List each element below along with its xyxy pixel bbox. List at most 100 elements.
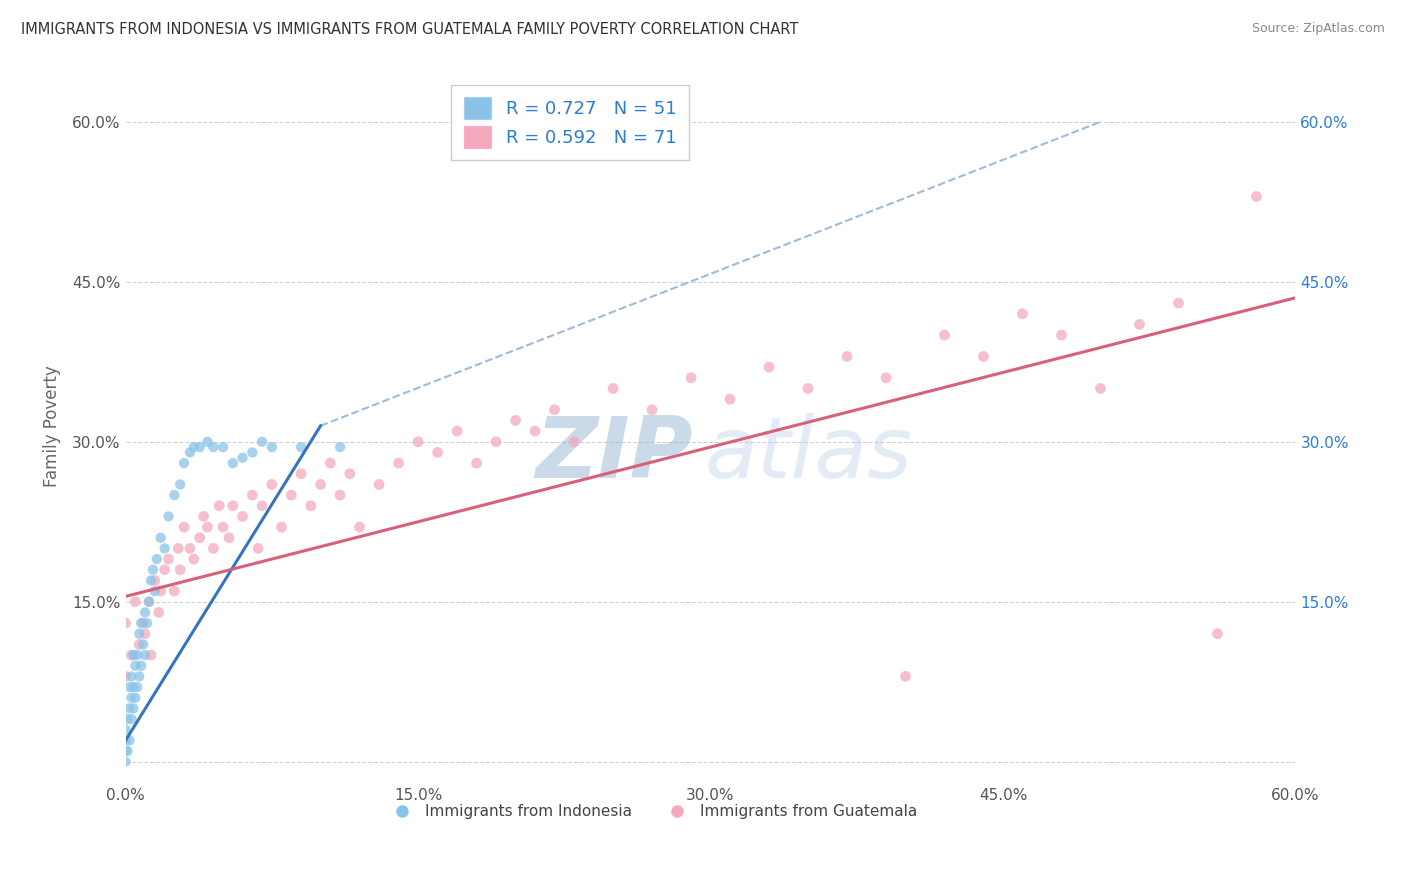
Point xyxy=(835,350,858,364)
Point xyxy=(120,648,142,662)
Point xyxy=(602,381,624,395)
Point xyxy=(524,424,547,438)
Point xyxy=(329,488,352,502)
Point xyxy=(543,402,565,417)
Point xyxy=(134,648,156,662)
Point xyxy=(894,669,917,683)
Point xyxy=(183,552,205,566)
Point xyxy=(122,701,145,715)
Point xyxy=(114,733,136,747)
Point xyxy=(163,584,186,599)
Point xyxy=(208,499,231,513)
Point xyxy=(134,606,156,620)
Point xyxy=(197,434,219,449)
Point xyxy=(193,509,215,524)
Point xyxy=(124,658,146,673)
Point xyxy=(202,541,225,556)
Text: Source: ZipAtlas.com: Source: ZipAtlas.com xyxy=(1251,22,1385,36)
Point xyxy=(1167,296,1189,310)
Point xyxy=(146,552,169,566)
Point xyxy=(169,477,191,491)
Point xyxy=(128,626,150,640)
Point xyxy=(114,616,136,631)
Point xyxy=(118,701,141,715)
Point xyxy=(118,680,141,694)
Point xyxy=(124,690,146,705)
Point xyxy=(143,574,166,588)
Point xyxy=(250,434,273,449)
Point xyxy=(240,445,263,459)
Point xyxy=(309,477,332,491)
Point xyxy=(280,488,302,502)
Point xyxy=(368,477,391,491)
Point xyxy=(232,509,254,524)
Point xyxy=(465,456,488,470)
Point xyxy=(117,744,139,758)
Point xyxy=(222,456,245,470)
Point xyxy=(128,637,150,651)
Point xyxy=(143,584,166,599)
Point xyxy=(132,637,155,651)
Point xyxy=(222,499,245,513)
Point xyxy=(290,440,312,454)
Point xyxy=(250,499,273,513)
Point xyxy=(1246,189,1268,203)
Point xyxy=(212,440,235,454)
Text: IMMIGRANTS FROM INDONESIA VS IMMIGRANTS FROM GUATEMALA FAMILY POVERTY CORRELATIO: IMMIGRANTS FROM INDONESIA VS IMMIGRANTS … xyxy=(21,22,799,37)
Point xyxy=(167,541,190,556)
Point xyxy=(114,755,136,769)
Point xyxy=(1090,381,1112,395)
Point xyxy=(148,606,170,620)
Point xyxy=(129,658,152,673)
Text: ZIP: ZIP xyxy=(536,413,693,496)
Point xyxy=(179,541,201,556)
Point xyxy=(169,563,191,577)
Point xyxy=(179,445,201,459)
Point xyxy=(127,680,149,694)
Point xyxy=(875,371,897,385)
Point xyxy=(142,563,165,577)
Point xyxy=(149,584,172,599)
Point xyxy=(972,350,994,364)
Point xyxy=(132,616,155,631)
Text: atlas: atlas xyxy=(704,413,912,496)
Point xyxy=(188,440,211,454)
Point xyxy=(240,488,263,502)
Point xyxy=(232,450,254,465)
Point xyxy=(134,626,156,640)
Point xyxy=(505,413,527,427)
Point xyxy=(426,445,449,459)
Point xyxy=(188,531,211,545)
Point xyxy=(120,690,142,705)
Point xyxy=(260,477,283,491)
Point xyxy=(270,520,292,534)
Point xyxy=(122,680,145,694)
Point xyxy=(114,744,136,758)
Point xyxy=(299,499,322,513)
Point xyxy=(641,402,664,417)
Point xyxy=(406,434,429,449)
Point xyxy=(138,595,160,609)
Point xyxy=(120,669,142,683)
Point xyxy=(163,488,186,502)
Point xyxy=(1128,318,1150,332)
Point xyxy=(387,456,409,470)
Point xyxy=(173,520,195,534)
Point xyxy=(212,520,235,534)
Point xyxy=(758,360,780,375)
Point xyxy=(127,648,149,662)
Point xyxy=(797,381,820,395)
Point xyxy=(153,541,176,556)
Point xyxy=(339,467,361,481)
Point xyxy=(485,434,508,449)
Point xyxy=(129,616,152,631)
Point xyxy=(122,648,145,662)
Point xyxy=(1050,328,1073,343)
Point xyxy=(138,595,160,609)
Point xyxy=(153,563,176,577)
Point xyxy=(124,595,146,609)
Point xyxy=(934,328,956,343)
Point xyxy=(349,520,371,534)
Y-axis label: Family Poverty: Family Poverty xyxy=(44,365,60,487)
Point xyxy=(157,552,180,566)
